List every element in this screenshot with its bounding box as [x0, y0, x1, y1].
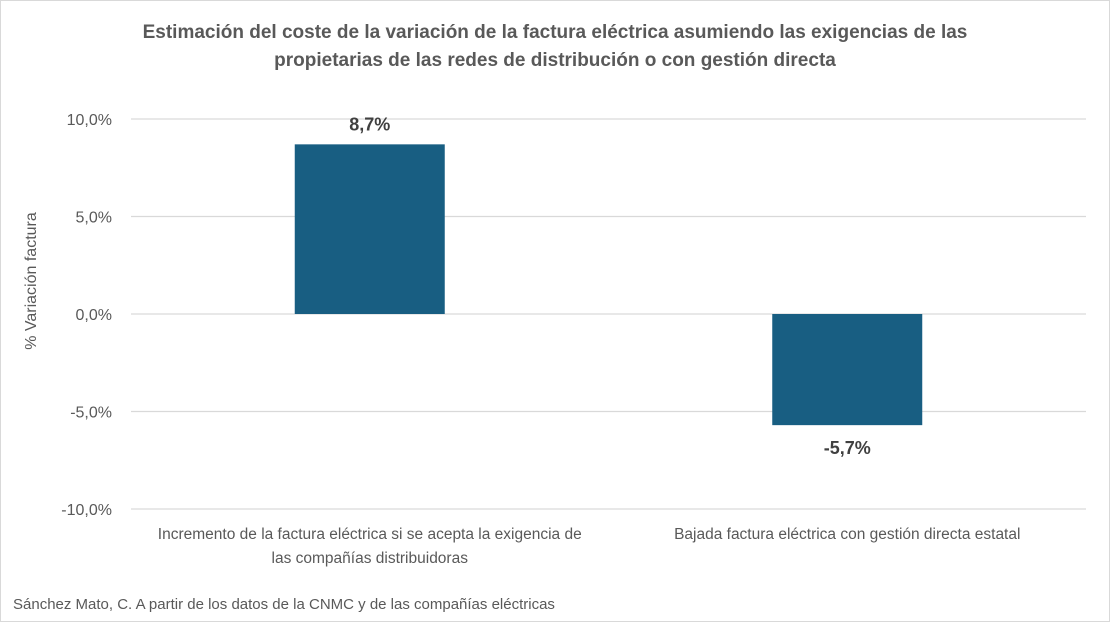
- chart-title-line-2: propietarias de las redes de distribució…: [274, 50, 836, 71]
- bar: [294, 144, 445, 314]
- x-category-label: Incremento de la factura eléctrica si se…: [158, 526, 582, 543]
- bar: [772, 314, 923, 426]
- y-tick-label: 10,0%: [67, 112, 112, 129]
- chart-title-line-1: Estimación del coste de la variación de …: [142, 22, 968, 43]
- source-note: Sánchez Mato, C. A partir de los datos d…: [13, 596, 555, 613]
- y-tick-label: 0,0%: [76, 307, 112, 324]
- y-tick-label: -10,0%: [61, 502, 112, 519]
- chart-title: Estimación del coste de la variación de …: [1, 19, 1109, 75]
- plot-area: 10,0% 5,0% 0,0% -5,0% -10,0% 8,7% Incremento d…: [61, 112, 1086, 567]
- y-tick-label: 5,0%: [76, 210, 112, 227]
- x-category-label: las compañías distribuidoras: [272, 550, 469, 567]
- y-tick-label: -5,0%: [70, 405, 112, 422]
- x-category-label: Bajada factura eléctrica con gestión dir…: [674, 526, 1020, 543]
- data-label: -5,7%: [824, 438, 871, 458]
- data-label: 8,7%: [349, 114, 390, 134]
